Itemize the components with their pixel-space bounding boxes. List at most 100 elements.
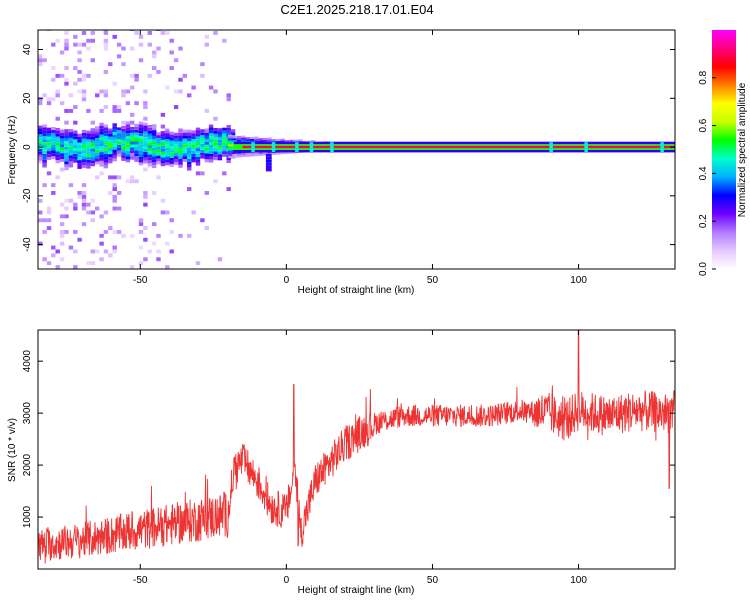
heatmap-cell xyxy=(46,133,52,137)
heatmap-cell xyxy=(73,136,78,140)
heatmap-cell xyxy=(77,50,82,55)
heatmap-cell xyxy=(112,123,117,127)
heatmap-blob xyxy=(584,142,588,152)
heatmap-cell xyxy=(152,136,157,139)
heatmap-cell xyxy=(156,143,161,147)
heatmap-cell xyxy=(64,140,69,144)
heatmap-cell xyxy=(134,144,139,148)
heatmap-cell xyxy=(217,151,223,155)
heatmap-cell xyxy=(46,154,52,157)
heatmap-cell xyxy=(227,146,233,149)
heatmap-cell xyxy=(121,137,126,141)
heatmap-cell xyxy=(51,135,56,139)
heatmap-cell xyxy=(147,148,152,152)
heatmap-cell xyxy=(130,73,135,78)
heatmap-cell xyxy=(125,133,131,136)
heatmap-cell xyxy=(51,191,56,195)
heatmap-cell xyxy=(38,62,43,67)
heatmap-cell xyxy=(178,150,183,154)
heatmap-cell xyxy=(51,245,56,250)
heatmap-cell xyxy=(241,135,246,138)
heatmap-cell xyxy=(103,142,109,145)
heatmap-cell xyxy=(81,141,87,145)
heatmap-cell xyxy=(77,77,82,82)
heatmap-cell xyxy=(226,160,231,163)
heatmap-cell xyxy=(73,206,78,211)
heatmap-cell xyxy=(204,109,209,113)
heatmap-cell xyxy=(59,241,65,246)
heatmap-cell xyxy=(103,89,109,94)
heatmap-cell xyxy=(55,89,60,94)
heatmap-cell xyxy=(121,46,126,51)
heatmap-cell xyxy=(42,153,47,157)
snr-panel: -50 0 50 100 1000 2000 3000 4000 Height of stra… xyxy=(7,329,676,596)
heatmap-cell xyxy=(293,139,299,142)
heatmap-cell xyxy=(130,129,135,133)
heatmap-cell xyxy=(147,133,152,137)
heatmap-cell xyxy=(213,179,218,184)
heatmap-cell xyxy=(160,160,166,164)
heatmap-cell xyxy=(77,145,82,149)
heatmap-cell xyxy=(217,134,223,137)
heatmap-cell xyxy=(169,149,174,153)
heatmap-cell xyxy=(263,151,268,154)
heatmap-cell xyxy=(108,142,113,146)
heatmap-cell xyxy=(112,149,117,153)
heatmap-cell xyxy=(116,109,122,113)
heatmap-cell xyxy=(73,81,78,86)
heatmap-cell xyxy=(134,126,139,130)
heatmap-cell xyxy=(55,154,60,158)
heatmap-cell xyxy=(208,142,214,145)
heatmap-cell xyxy=(134,135,139,139)
heatmap-cell xyxy=(59,73,65,78)
heatmap-cell xyxy=(125,136,131,139)
heatmap-cell xyxy=(191,133,196,137)
heatmap-cell xyxy=(95,249,100,254)
heatmap-cell xyxy=(222,154,227,157)
heatmap-cell xyxy=(90,249,95,254)
heatmap-cell xyxy=(130,150,135,154)
heatmap-cell xyxy=(160,154,166,158)
heatmap-cell xyxy=(191,85,196,90)
heatmap-cell xyxy=(125,139,131,142)
heatmap-cell xyxy=(169,249,174,254)
heatmap-cell xyxy=(178,141,183,145)
heatmap-cell xyxy=(42,139,47,143)
heatmap-cell xyxy=(77,237,82,242)
heatmap-cell xyxy=(191,156,196,160)
heatmap-cell xyxy=(169,143,174,147)
heatmap-cell xyxy=(143,149,148,152)
heatmap-cell xyxy=(59,144,65,148)
heatmap-cell xyxy=(156,132,161,136)
heatmap-cell xyxy=(156,175,161,180)
heatmap-cell xyxy=(95,149,100,153)
heatmap-cell xyxy=(138,127,144,131)
heatmap-cell xyxy=(64,109,69,113)
heatmap-cell xyxy=(156,141,161,144)
heatmap-cell xyxy=(204,153,209,157)
heatmap-cell xyxy=(108,160,113,163)
heatmap-cell xyxy=(59,230,65,234)
heatmap-cell xyxy=(138,58,144,63)
heatmap-cell xyxy=(276,138,281,141)
heatmap-cell xyxy=(46,97,52,102)
heatmap-cell xyxy=(138,139,144,142)
y-tick-label: 40 xyxy=(22,44,33,56)
heatmap-cell xyxy=(64,206,69,211)
heatmap-cell xyxy=(187,93,192,98)
heatmap-cell xyxy=(99,128,104,132)
heatmap-blob xyxy=(251,142,255,152)
heatmap-cell xyxy=(108,145,113,149)
heatmap-cell xyxy=(152,162,157,166)
heatmap-cell xyxy=(143,194,148,199)
heatmap-cell xyxy=(222,142,227,146)
heatmap-cell xyxy=(64,164,69,168)
y-tick-label: 1000 xyxy=(22,505,33,528)
heatmap-cell xyxy=(64,146,69,150)
heatmap-cell xyxy=(227,142,233,145)
heatmap-cell xyxy=(55,93,60,98)
heatmap-cell xyxy=(130,144,135,148)
heatmap-cell xyxy=(108,154,113,157)
heatmap-cell xyxy=(130,233,135,238)
heatmap-cell xyxy=(95,141,100,144)
